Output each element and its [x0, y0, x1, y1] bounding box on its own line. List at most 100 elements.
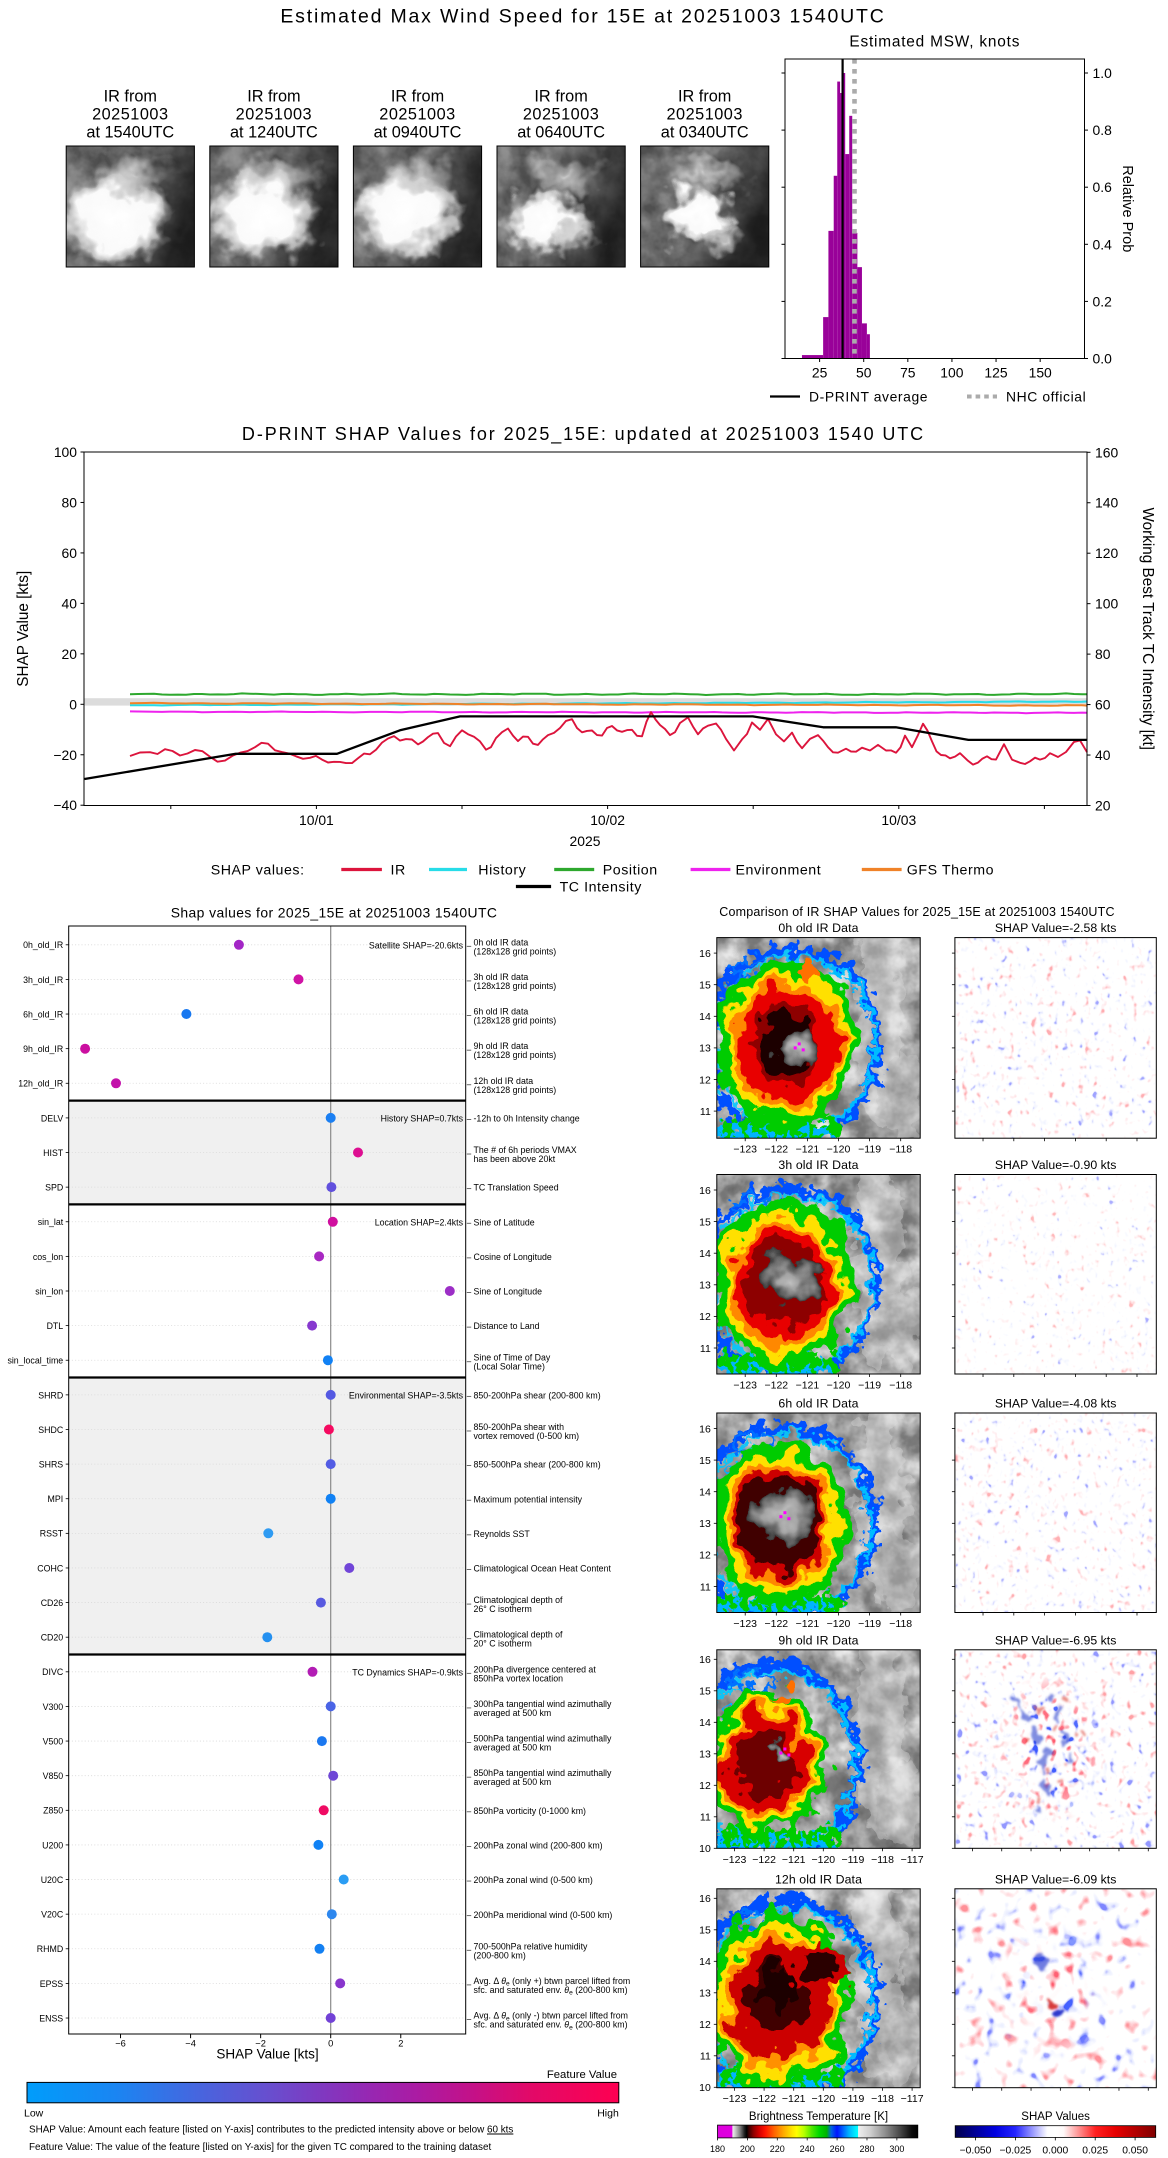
svg-text:−119: −119: [858, 1144, 881, 1156]
svg-text:13: 13: [699, 1518, 711, 1530]
svg-text:−122: −122: [764, 1618, 788, 1630]
svg-text:Environment: Environment: [736, 863, 822, 879]
svg-text:12: 12: [699, 1780, 711, 1792]
svg-text:0.4: 0.4: [1093, 236, 1113, 252]
svg-text:−118: −118: [871, 1854, 894, 1866]
svg-text:13: 13: [699, 1749, 711, 1761]
svg-text:Sine of Latitude: Sine of Latitude: [474, 1217, 535, 1227]
svg-text:Avg. Δ θe (only -) btwn parcel: Avg. Δ θe (only -) btwn parcel lifted fr…: [474, 2011, 629, 2023]
svg-text:averaged at 500 km: averaged at 500 km: [474, 1777, 552, 1787]
svg-text:TC Translation Speed: TC Translation Speed: [474, 1183, 559, 1193]
svg-text:200hPa meridional wind (0-500: 200hPa meridional wind (0-500 km): [474, 1910, 613, 1920]
svg-text:−119: −119: [858, 1380, 881, 1392]
svg-text:Environmental SHAP=-3.5kts: Environmental SHAP=-3.5kts: [349, 1390, 464, 1400]
svg-text:−0.025: −0.025: [1000, 2146, 1032, 2157]
svg-text:Low: Low: [24, 2108, 44, 2120]
svg-text:75: 75: [900, 365, 916, 381]
svg-text:Relative Prob: Relative Prob: [1119, 165, 1135, 252]
svg-text:10/02: 10/02: [590, 812, 625, 828]
svg-text:13: 13: [699, 1043, 711, 1055]
svg-text:20251003: 20251003: [236, 106, 312, 124]
svg-text:12h_old_IR: 12h_old_IR: [18, 1079, 63, 1089]
svg-text:−121: −121: [796, 1618, 820, 1630]
svg-text:2: 2: [398, 2039, 403, 2049]
svg-text:History: History: [478, 863, 526, 879]
svg-text:850-200hPa shear (200-800 km): 850-200hPa shear (200-800 km): [474, 1391, 601, 1401]
svg-text:Climatological depth of: Climatological depth of: [474, 1595, 564, 1605]
svg-text:50: 50: [856, 365, 872, 381]
svg-text:280: 280: [859, 2144, 874, 2154]
svg-text:20251003: 20251003: [92, 106, 168, 124]
svg-text:9h_old_IR: 9h_old_IR: [23, 1044, 63, 1054]
svg-text:80: 80: [62, 495, 78, 511]
svg-text:at 0640UTC: at 0640UTC: [517, 123, 605, 141]
svg-text:0.050: 0.050: [1122, 2146, 1148, 2157]
svg-text:140: 140: [1095, 495, 1118, 511]
svg-text:(128x128 grid points): (128x128 grid points): [474, 981, 557, 991]
svg-text:Z850: Z850: [43, 1806, 63, 1816]
svg-text:D-PRINT SHAP Values for 2025_1: D-PRINT SHAP Values for 2025_15E: update…: [242, 424, 925, 445]
svg-text:Estimated Max Wind Speed for 1: Estimated Max Wind Speed for 15E at 2025…: [280, 6, 885, 28]
svg-text:60: 60: [62, 545, 78, 561]
svg-text:12h old IR Data: 12h old IR Data: [775, 1872, 862, 1886]
svg-text:9h old IR Data: 9h old IR Data: [778, 1633, 858, 1647]
svg-text:Avg. Δ θe (only +) btwn parcel: Avg. Δ θe (only +) btwn parcel lifted fr…: [474, 1976, 631, 1988]
svg-text:V300: V300: [43, 1702, 64, 1712]
svg-text:−123: −123: [723, 1854, 747, 1866]
svg-text:260: 260: [830, 2144, 845, 2154]
svg-text:Satellite SHAP=-20.6kts: Satellite SHAP=-20.6kts: [369, 940, 464, 950]
svg-text:−118: −118: [871, 2093, 894, 2105]
svg-text:Position: Position: [603, 863, 658, 879]
svg-text:SHAP Value=-6.09 kts: SHAP Value=-6.09 kts: [995, 1872, 1117, 1886]
svg-text:220: 220: [770, 2144, 785, 2154]
svg-text:3h_old_IR: 3h_old_IR: [23, 975, 63, 985]
svg-text:150: 150: [1029, 365, 1052, 381]
svg-text:History SHAP=0.7kts: History SHAP=0.7kts: [381, 1113, 464, 1123]
svg-text:cos_lon: cos_lon: [33, 1252, 63, 1262]
svg-text:SHAP Value=-0.90 kts: SHAP Value=-0.90 kts: [995, 1158, 1117, 1172]
svg-text:GFS Thermo: GFS Thermo: [907, 863, 994, 879]
svg-text:200hPa divergence centered at: 200hPa divergence centered at: [474, 1664, 597, 1674]
svg-text:11: 11: [700, 1343, 711, 1355]
svg-text:300hPa tangential wind azimuth: 300hPa tangential wind azimuthally: [474, 1699, 613, 1709]
svg-text:25: 25: [812, 365, 828, 381]
svg-text:Climatological depth of: Climatological depth of: [474, 1630, 564, 1640]
svg-text:13: 13: [699, 1280, 711, 1292]
svg-text:12: 12: [699, 1074, 711, 1086]
svg-text:(128x128 grid points): (128x128 grid points): [474, 1085, 557, 1095]
svg-text:20251003: 20251003: [523, 106, 599, 124]
svg-text:850hPa tangential wind azimuth: 850hPa tangential wind azimuthally: [474, 1768, 613, 1778]
svg-text:Distance to Land: Distance to Land: [474, 1321, 540, 1331]
svg-text:−121: −121: [796, 1144, 820, 1156]
svg-text:−120: −120: [811, 1854, 835, 1866]
svg-text:850-200hPa shear with: 850-200hPa shear with: [474, 1422, 565, 1432]
svg-text:−120: −120: [827, 1144, 851, 1156]
svg-text:Maximum potential intensity: Maximum potential intensity: [474, 1494, 583, 1504]
svg-text:ENSS: ENSS: [39, 2013, 63, 2023]
svg-text:6h_old_IR: 6h_old_IR: [23, 1009, 63, 1019]
svg-text:11: 11: [700, 1581, 711, 1593]
svg-text:11: 11: [700, 2051, 711, 2063]
svg-text:SHAP Value [kts]: SHAP Value [kts]: [15, 571, 32, 687]
svg-text:-12h to 0h Intensity change: -12h to 0h Intensity change: [474, 1114, 580, 1124]
svg-text:3h old IR Data: 3h old IR Data: [778, 1158, 858, 1172]
svg-text:Climatological Ocean Heat Cont: Climatological Ocean Heat Content: [474, 1564, 612, 1574]
svg-text:15: 15: [699, 1455, 711, 1467]
svg-text:9h old IR data: 9h old IR data: [474, 1041, 529, 1051]
svg-text:20: 20: [1095, 798, 1111, 814]
svg-text:V500: V500: [43, 1737, 64, 1747]
svg-text:−118: −118: [889, 1144, 912, 1156]
svg-text:16: 16: [699, 1423, 711, 1435]
svg-text:0.000: 0.000: [1042, 2146, 1068, 2157]
svg-text:0: 0: [328, 2039, 333, 2049]
svg-text:SHRS: SHRS: [39, 1460, 64, 1470]
svg-text:−20: −20: [53, 747, 77, 763]
svg-text:200: 200: [740, 2144, 755, 2154]
svg-text:−119: −119: [858, 1618, 881, 1630]
svg-text:Estimated MSW, knots: Estimated MSW, knots: [849, 34, 1020, 51]
svg-text:Feature Value: The value of th: Feature Value: The value of the feature …: [29, 2142, 491, 2153]
svg-text:−6: −6: [115, 2039, 126, 2049]
svg-text:100: 100: [54, 444, 77, 460]
svg-text:SHAP values:: SHAP values:: [211, 863, 305, 879]
svg-text:(128x128 grid points): (128x128 grid points): [474, 1050, 557, 1060]
